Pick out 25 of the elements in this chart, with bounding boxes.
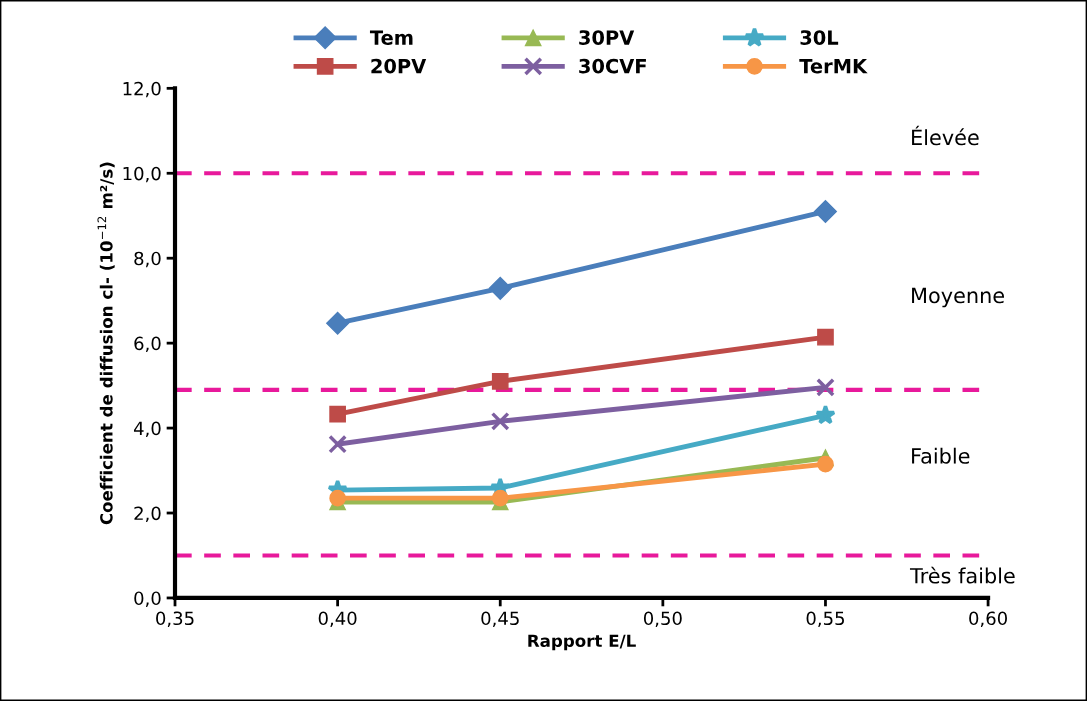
legend-label: 20PV [371, 58, 427, 74]
x-tick-label: 0,35 [156, 611, 194, 627]
x-tick-label: 0,60 [969, 611, 1007, 627]
legend-label: Tem [369, 30, 413, 45]
y-tick-label: 6,0 [134, 336, 161, 353]
y-tick-label: 2,0 [134, 506, 161, 522]
y-axis-title: Coefficient de diffusion cl- (10$^{−12}$ m²/s) [97, 162, 115, 525]
x-tick-label: 0,55 [806, 611, 844, 627]
x-tick-label: 0,40 [318, 611, 357, 627]
y-tick-label: 4,0 [133, 421, 161, 438]
annotation: Élevée [912, 125, 979, 146]
y-tick-label: 12,0 [123, 81, 161, 98]
legend-label: 30PV [579, 30, 635, 45]
annotation: Faible [912, 447, 970, 464]
annotation: Très faible [909, 566, 1015, 584]
legend-label: 30CVF [579, 58, 646, 74]
y-tick-label: 8,0 [134, 251, 161, 268]
annotation: Moyenne [912, 287, 1005, 308]
y-tick-label: 0,0 [134, 591, 161, 607]
x-tick-label: 0,45 [481, 611, 519, 627]
y-tick-label: 10,0 [123, 166, 161, 183]
x-tick-label: 0,50 [643, 611, 682, 627]
legend-label: 30L [800, 30, 839, 45]
x-axis-title: Rapport E/L [528, 634, 636, 651]
legend-label: TerMK [799, 58, 868, 74]
